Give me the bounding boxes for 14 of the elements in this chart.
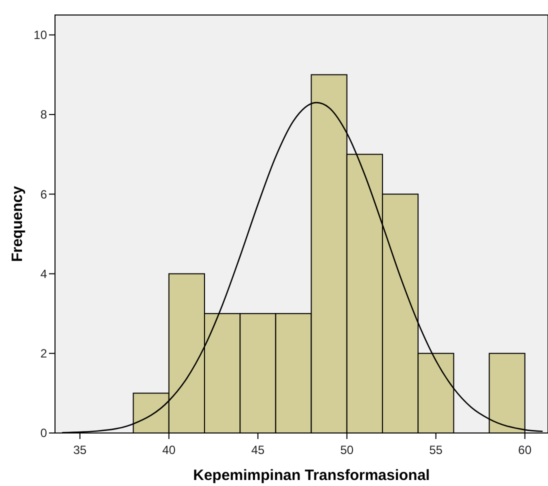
x-tick-label: 40 [162, 443, 176, 457]
y-tick-label: 8 [40, 108, 48, 122]
x-tick-label: 55 [429, 443, 443, 457]
y-tick-label: 0 [40, 426, 48, 440]
y-tick-label: 2 [40, 346, 48, 361]
y-tick-label: 4 [40, 266, 48, 281]
y-axis-title: Frequency [9, 185, 26, 262]
y-tick-label: 6 [40, 187, 48, 202]
x-axis-title: Kepemimpinan Transformasional [193, 467, 430, 484]
x-tick-label: 45 [251, 443, 265, 457]
x-tick-label: 60 [518, 443, 532, 457]
y-tick-label: 10 [34, 28, 48, 42]
x-tick-label: 35 [73, 443, 87, 457]
x-tick-label: 50 [340, 443, 354, 457]
